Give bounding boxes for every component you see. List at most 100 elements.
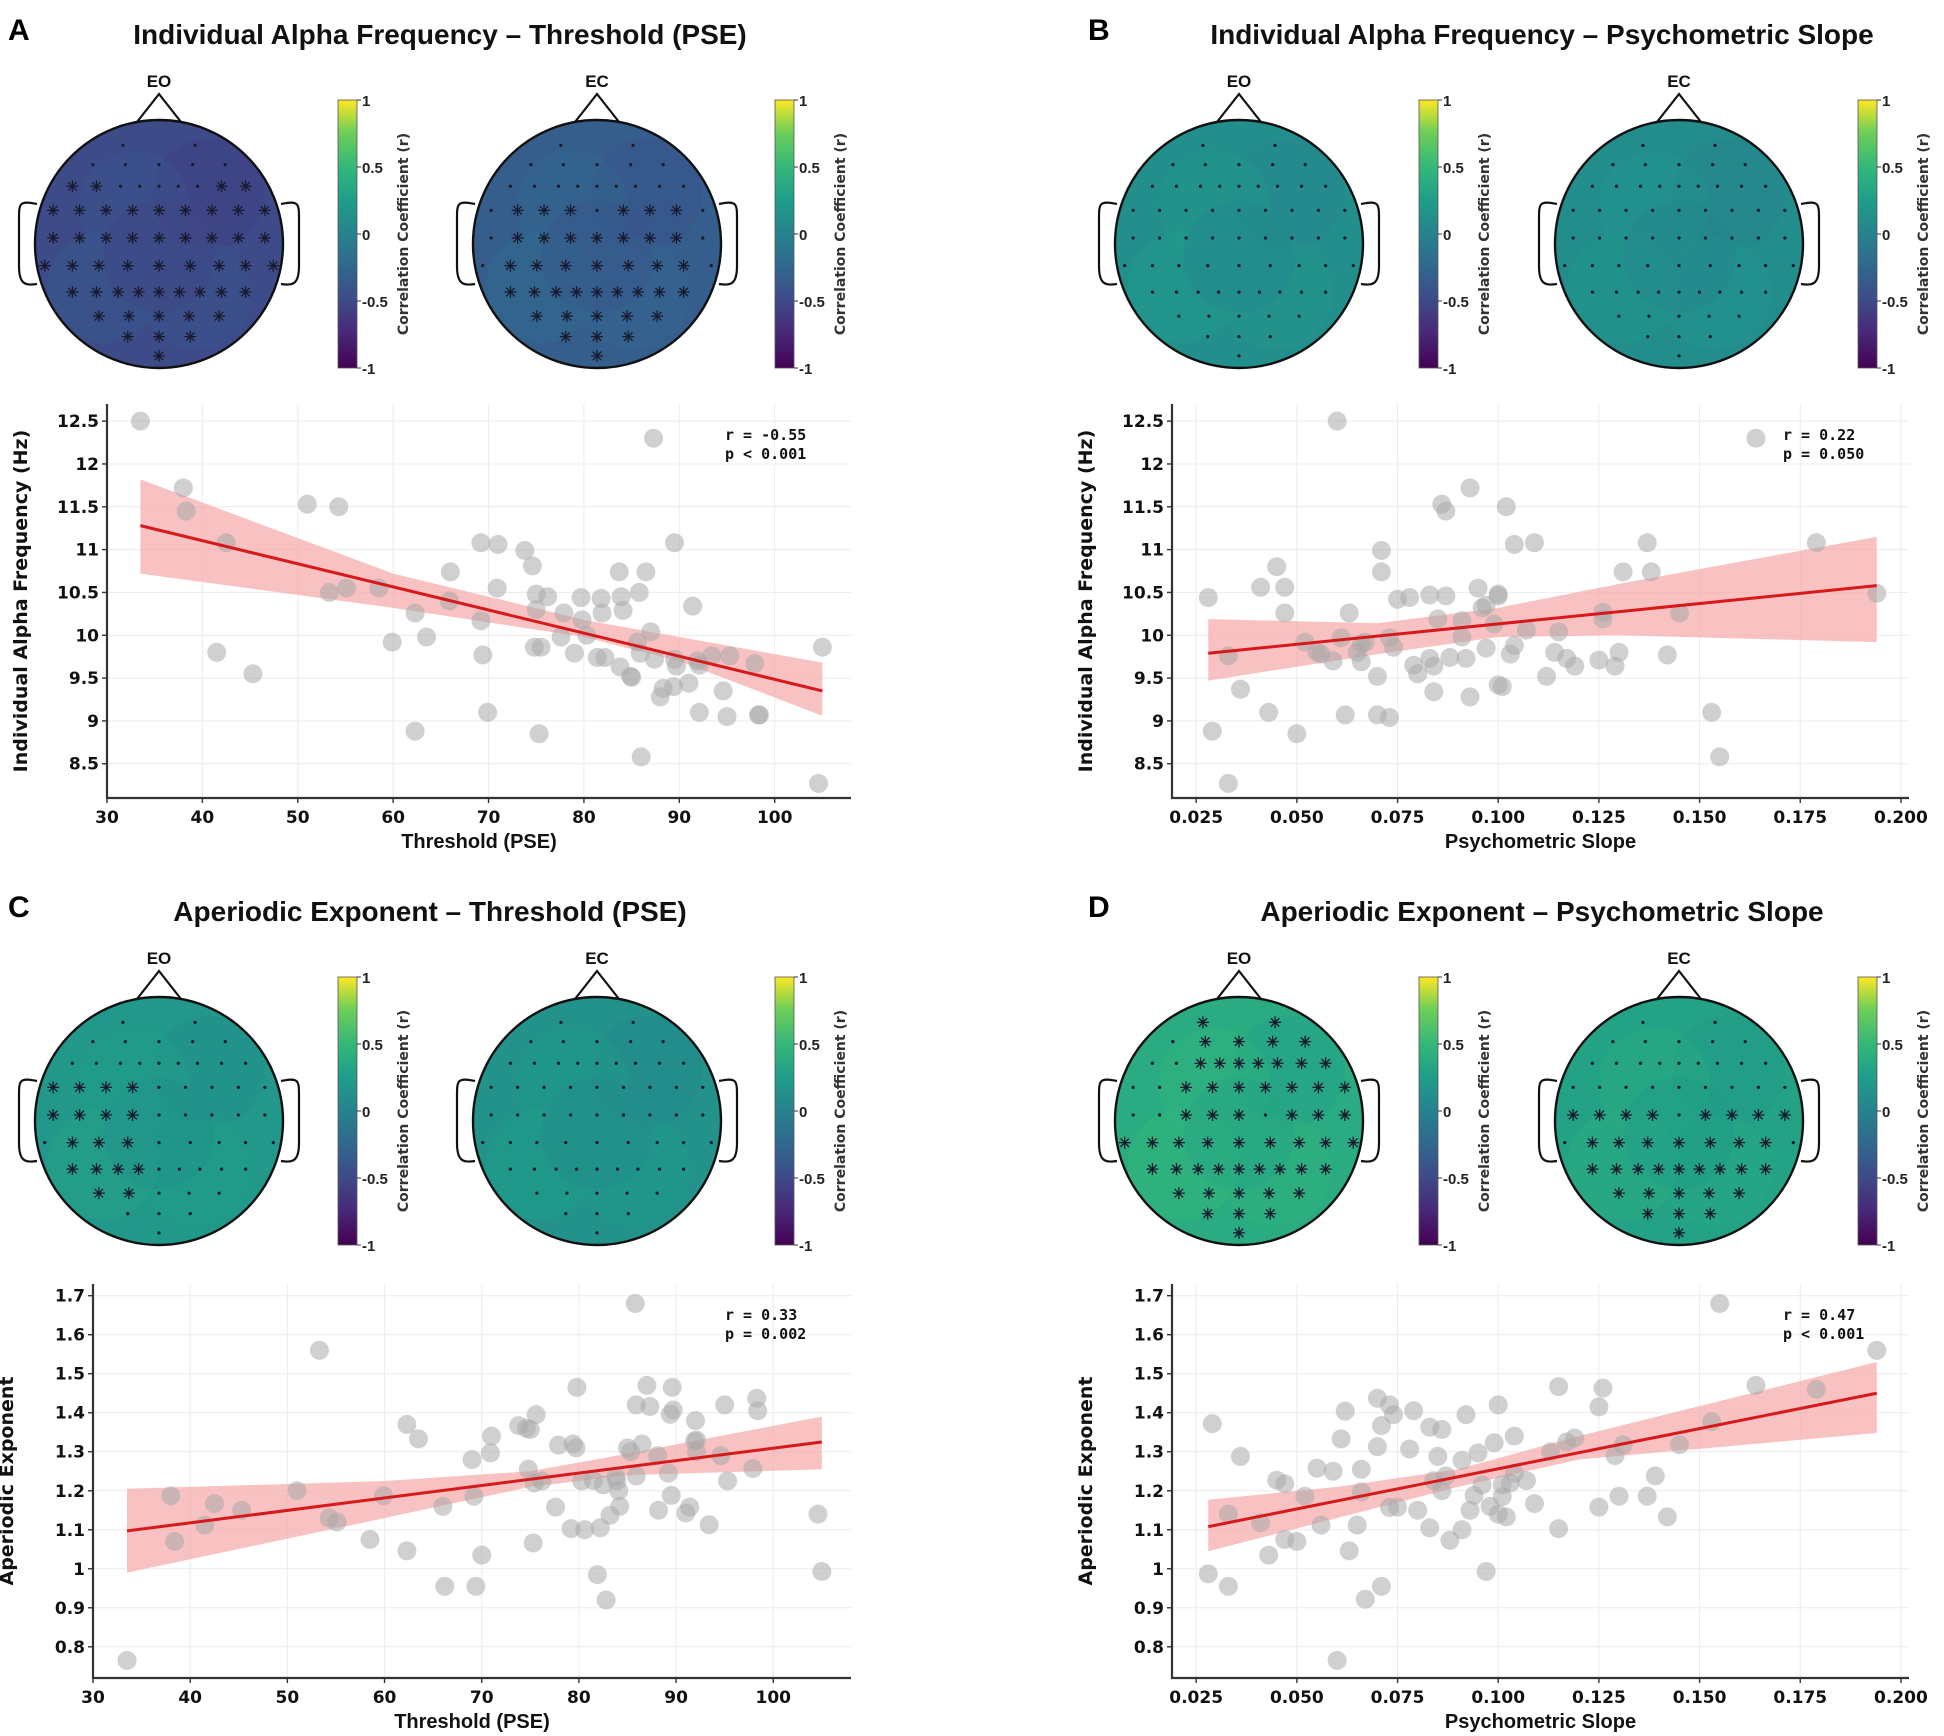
electrode-dot: [193, 1020, 197, 1024]
asterisk-stroke: [67, 260, 78, 271]
electrode-dot: [701, 236, 705, 240]
electrode-dot: [94, 1061, 99, 1065]
data-point: [1504, 636, 1524, 656]
electrode-significant-marker: [66, 1163, 79, 1176]
electrode-dot: [595, 163, 599, 167]
electrode-significant-marker: [617, 204, 630, 217]
electrode-dot: [1647, 314, 1651, 318]
electrode-dot: [626, 1212, 630, 1216]
asterisk-stroke: [1653, 1164, 1664, 1174]
electrode-significant-marker: [651, 310, 664, 323]
asterisk-stroke: [1313, 1082, 1324, 1093]
asterisk-stroke: [67, 181, 78, 191]
topomap-ec: [473, 997, 721, 1245]
data-point: [1867, 583, 1887, 603]
electrode-dot: [614, 184, 618, 188]
asterisk-stroke: [1171, 1164, 1182, 1174]
y-tick-label: 1.1: [55, 1521, 85, 1541]
colorbar-tick-label: -1: [799, 361, 812, 378]
electrode-significant-marker: [184, 330, 197, 343]
data-point: [1710, 1294, 1730, 1314]
data-point: [645, 649, 665, 669]
confidence-band: [1208, 536, 1877, 681]
data-point: [319, 582, 339, 602]
asterisk-stroke: [1272, 1058, 1283, 1068]
panel-title: Aperiodic Exponent – Threshold (PSE): [173, 896, 686, 927]
y-tick-label: 12: [1140, 455, 1164, 475]
electrode-significant-marker: [591, 259, 603, 272]
data-point: [1468, 1443, 1488, 1463]
data-point: [1589, 650, 1609, 670]
y-tick-label: 0.9: [55, 1599, 85, 1619]
electrode-dot: [1697, 290, 1702, 294]
data-point: [661, 1485, 681, 1505]
electrode-dot: [529, 1040, 533, 1044]
asterisk-stroke: [207, 233, 217, 243]
asterisk-stroke: [1621, 1110, 1631, 1120]
data-point: [1251, 577, 1271, 597]
electrode-significant-marker: [1172, 1187, 1185, 1200]
colorbar-tick-label: 0.5: [1443, 160, 1464, 177]
asterisk-stroke: [94, 1137, 104, 1148]
data-point: [1657, 645, 1677, 665]
electrode-significant-marker: [651, 259, 664, 272]
asterisk-stroke: [214, 260, 224, 271]
electrode-significant-marker: [1673, 1187, 1685, 1200]
data-point: [165, 1531, 185, 1551]
electrode-dot: [198, 1167, 202, 1171]
panel-a: A Individual Alpha Frequency – Threshold …: [8, 14, 851, 853]
x-tick-label: 0.050: [1270, 808, 1324, 828]
electrode-dot: [1598, 208, 1602, 212]
asterisk-stroke: [1198, 1017, 1208, 1028]
colorbar-tick-label: 0: [799, 1104, 807, 1121]
data-point: [1452, 627, 1472, 647]
electrode-dot: [595, 1141, 599, 1145]
electrode-dot: [1643, 1040, 1647, 1044]
topomap-blob: [485, 231, 597, 344]
electrode-dot: [1275, 184, 1280, 188]
electrode-significant-marker: [1194, 1057, 1207, 1070]
asterisk-stroke: [1264, 1188, 1274, 1198]
data-point: [440, 562, 460, 582]
topomap-group-ec: EC 1 0.5 0 -0.5 -1 Correlation Coefficient (r): [455, 72, 849, 378]
topomap-group-eo: EO 1 0.5 0 -0.5 -1 Correlation Coefficient (r): [1097, 949, 1493, 1255]
data-point: [1424, 682, 1444, 702]
asterisk-stroke: [654, 287, 665, 297]
asterisk-stroke: [113, 287, 123, 297]
electrode-dot: [187, 1191, 191, 1195]
electrode-dot: [1715, 184, 1720, 188]
data-point: [1589, 1497, 1609, 1517]
data-point: [1436, 586, 1456, 606]
asterisk-stroke: [1674, 1188, 1684, 1198]
data-point: [1806, 1379, 1826, 1399]
electrode-significant-marker: [550, 286, 563, 299]
electrode-significant-marker: [1338, 1081, 1351, 1094]
electrode-dot: [271, 1141, 275, 1145]
electrode-dot: [1267, 314, 1271, 318]
electrode-significant-marker: [232, 231, 245, 244]
asterisk-stroke: [592, 331, 602, 342]
asterisk-stroke: [154, 287, 164, 297]
electrode-significant-marker: [504, 286, 517, 299]
electrode-significant-marker: [153, 310, 165, 323]
asterisk-stroke: [1647, 1110, 1658, 1120]
electrode-significant-marker: [1699, 1108, 1712, 1121]
x-tick-label: 70: [477, 808, 501, 828]
electrode-dot: [1150, 264, 1154, 268]
data-point: [1440, 648, 1460, 668]
electrode-significant-marker: [560, 310, 573, 323]
topomap-blobs: [485, 1015, 703, 1227]
electrode-dot: [1677, 236, 1681, 240]
electrode-dot: [244, 1167, 248, 1171]
electrode-dot: [138, 184, 142, 188]
electrode-dot: [559, 1020, 563, 1024]
asterisk-stroke: [633, 287, 643, 297]
data-point: [812, 637, 832, 657]
data-point: [1351, 1459, 1371, 1479]
p-value-annotation: p = 0.050: [1783, 445, 1864, 463]
asterisk-stroke: [94, 311, 104, 321]
x-tick-label: 0.025: [1169, 808, 1223, 828]
asterisk-stroke: [1611, 1164, 1622, 1174]
condition-label-ec: EC: [1667, 949, 1691, 968]
electrode-dot: [1764, 1061, 1768, 1065]
